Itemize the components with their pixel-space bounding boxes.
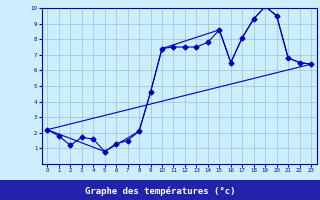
Text: Graphe des températures (°c): Graphe des températures (°c) bbox=[85, 186, 235, 196]
